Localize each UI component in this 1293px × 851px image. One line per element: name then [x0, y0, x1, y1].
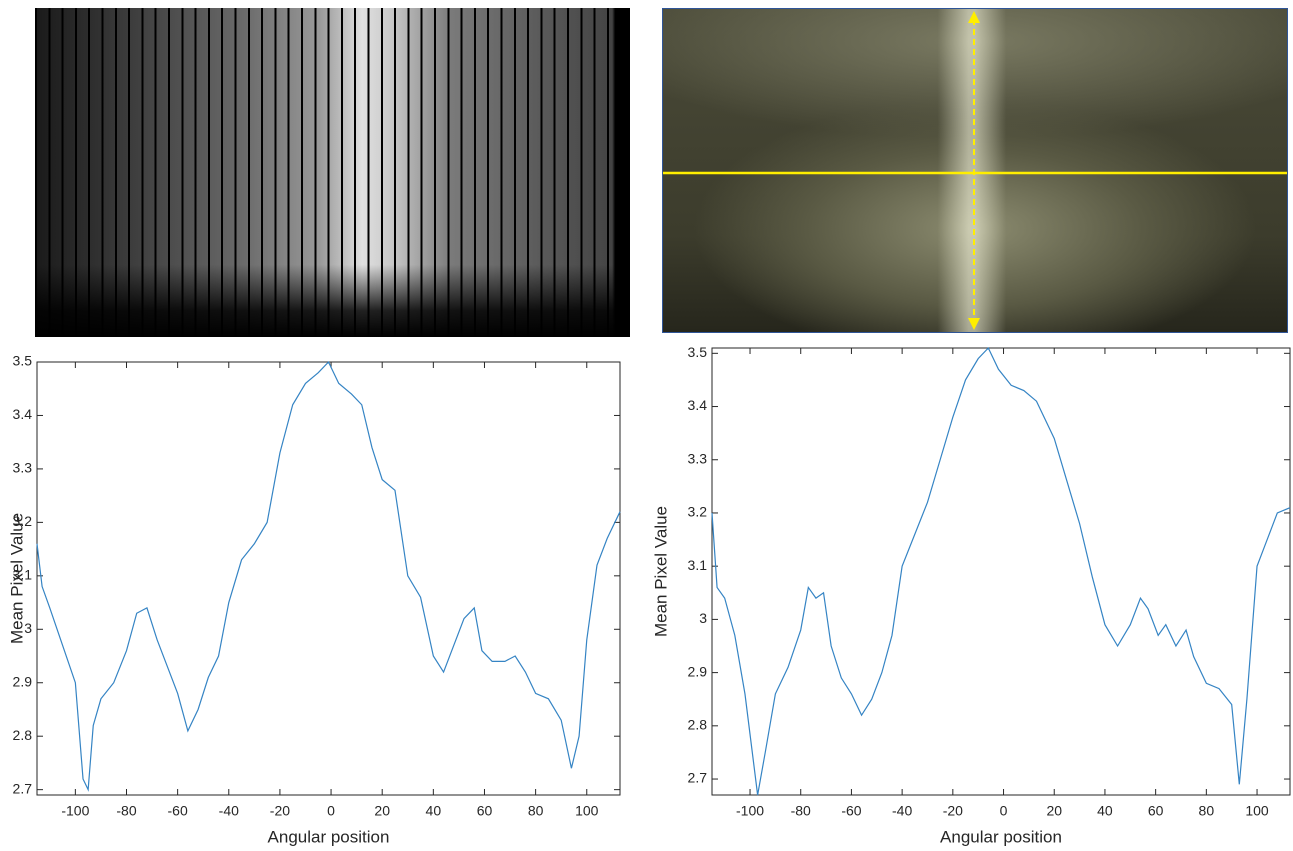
x-tick-label: -60: [168, 803, 188, 819]
y-tick-label: 3.2: [688, 504, 708, 520]
overlay: [663, 9, 1287, 332]
y-tick-label: 2.9: [688, 663, 708, 679]
sliced-xray-image: [35, 8, 630, 337]
y-tick-label: 3: [24, 620, 32, 636]
y-tick-label: 3.4: [688, 397, 708, 413]
y-tick-label: 3.5: [13, 353, 33, 369]
x-tick-label: 40: [1097, 803, 1113, 819]
x-tick-label: 80: [1199, 803, 1215, 819]
x-tick-label: 0: [1000, 803, 1008, 819]
x-axis-title: Angular position: [940, 827, 1062, 846]
y-tick-label: 3.1: [13, 567, 33, 583]
y-tick-label: 3.4: [13, 406, 33, 422]
plot-frame: [712, 348, 1290, 795]
x-tick-label: 100: [575, 803, 599, 819]
y-axis-title: Mean Pixel Value: [7, 513, 26, 644]
plot-frame: [37, 362, 620, 795]
x-tick-label: 60: [1148, 803, 1164, 819]
y-tick-label: 2.7: [13, 780, 33, 796]
y-tick-label: 3.3: [688, 450, 708, 466]
y-tick-label: 2.8: [13, 727, 33, 743]
arrow-head: [968, 318, 980, 330]
x-tick-label: 20: [374, 803, 390, 819]
y-tick-label: 3.5: [688, 344, 708, 360]
y-tick-label: 3.2: [13, 513, 33, 529]
x-tick-label: -80: [116, 803, 136, 819]
x-tick-label: 40: [426, 803, 442, 819]
x-tick-label: -40: [892, 803, 912, 819]
x-tick-label: -20: [270, 803, 290, 819]
page: {"chart_data": [ {"type": "line", "x_lab…: [0, 0, 1293, 851]
x-axis-title: Angular position: [268, 827, 390, 846]
x-tick-label: -40: [219, 803, 239, 819]
y-tick-label: 2.7: [688, 770, 708, 786]
x-tick-label: 20: [1046, 803, 1062, 819]
x-tick-label: -20: [943, 803, 963, 819]
data-line: [37, 362, 620, 790]
y-tick-label: 2.9: [13, 673, 33, 689]
y-tick-label: 3.1: [688, 557, 708, 573]
data-line: [712, 348, 1290, 795]
x-tick-label: 0: [327, 803, 335, 819]
x-tick-label: 60: [477, 803, 493, 819]
y-tick-label: 3.3: [13, 460, 33, 476]
panoramic-xray-image: [662, 8, 1288, 333]
x-tick-label: -100: [61, 803, 89, 819]
x-tick-label: -60: [841, 803, 861, 819]
y-axis-title: Mean Pixel Value: [651, 506, 670, 637]
x-tick-label: 100: [1245, 803, 1269, 819]
y-tick-label: 2.8: [688, 717, 708, 733]
arrow-head: [968, 11, 980, 23]
x-tick-label: -80: [791, 803, 811, 819]
x-tick-label: -100: [736, 803, 764, 819]
x-tick-label: 80: [528, 803, 544, 819]
y-tick-label: 3: [699, 610, 707, 626]
